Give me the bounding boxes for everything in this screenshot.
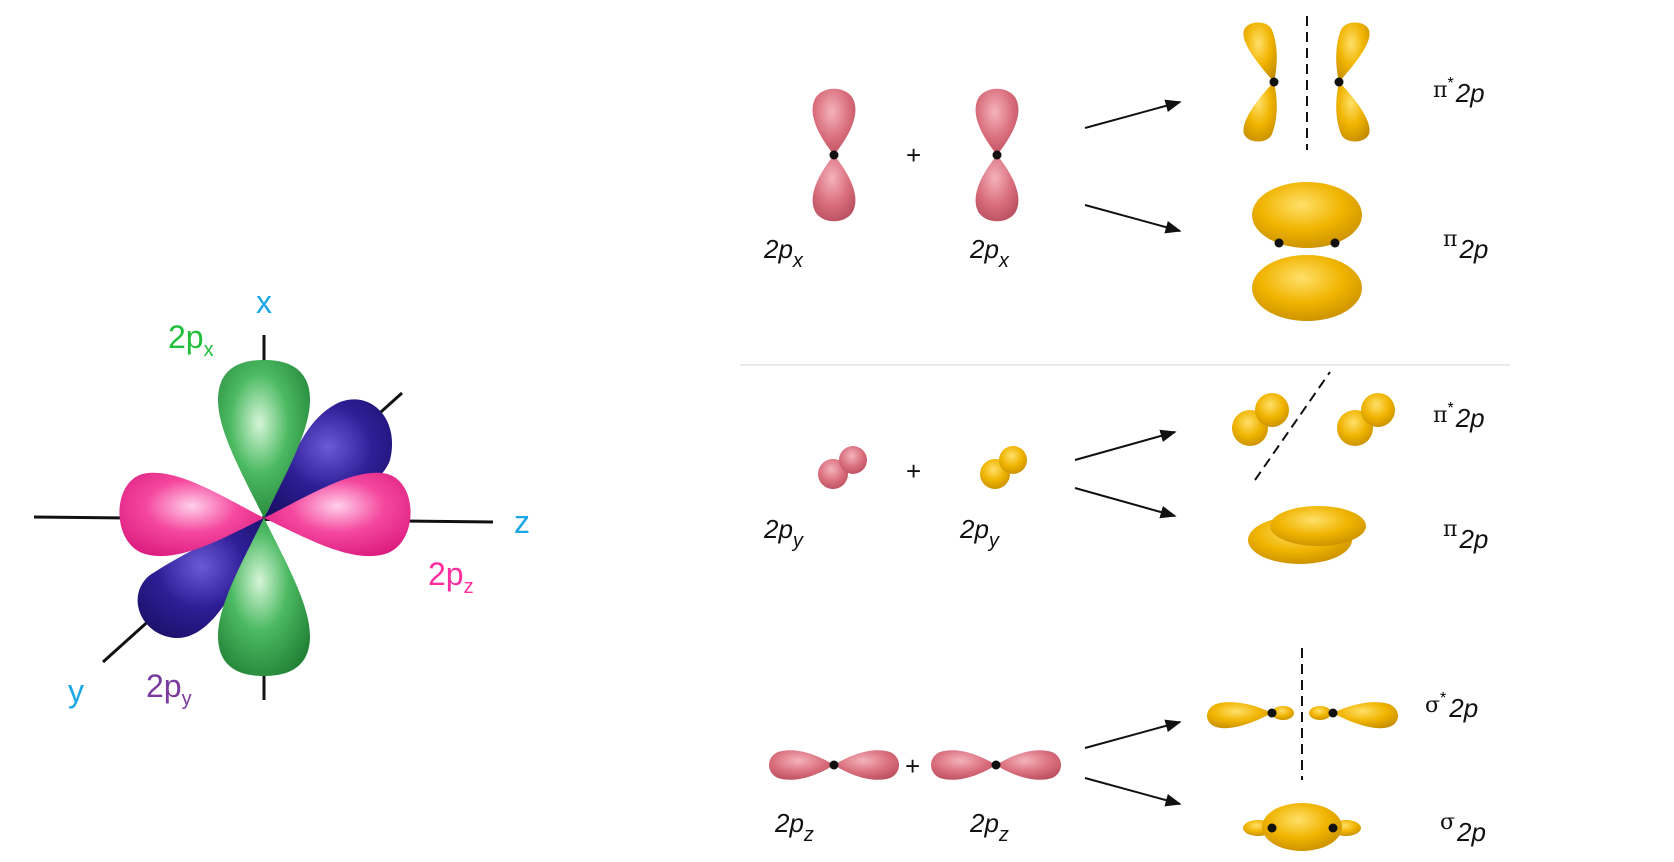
mo-pi-star-2p-x xyxy=(1243,16,1370,150)
row-px: + 2px 2px xyxy=(763,16,1488,321)
atomic-orbital-py-right xyxy=(980,446,1027,489)
nodal-plane-dashed xyxy=(1254,371,1331,481)
pz-label-main: 2p xyxy=(428,556,464,592)
row-pz-right-label: 2pz xyxy=(969,808,1009,846)
mo-pi-2p-x xyxy=(1252,182,1362,321)
atomic-orbital-py-left xyxy=(818,446,867,489)
atomic-orbital-px-left xyxy=(812,88,856,222)
py-lobe-lower xyxy=(137,518,264,639)
plus-sign: + xyxy=(905,751,920,781)
z-axis-label: z xyxy=(514,504,530,540)
pz-label-sub: z xyxy=(464,576,474,598)
sigma-2p-label: σ2p xyxy=(1440,810,1486,847)
row-pz: + 2pz 2pz xyxy=(769,648,1486,851)
row-py-left-label: 2py xyxy=(763,514,804,552)
x-axis-label: x xyxy=(256,284,272,320)
sigma-star-2p-label: σ* 2p xyxy=(1425,690,1478,723)
py-label-sub: y xyxy=(182,688,192,710)
arrow-to-antibonding xyxy=(1084,99,1182,129)
arrow-to-bonding xyxy=(1074,487,1177,519)
atomic-orbital-px-right xyxy=(975,88,1019,222)
pz-lobe-left xyxy=(119,472,264,557)
px-label-sub: x xyxy=(204,339,214,361)
molecular-orbital-combinations: + 2px 2px xyxy=(740,16,1510,851)
row-pz-left-label: 2pz xyxy=(774,808,814,846)
mo-pi-2p-y xyxy=(1248,506,1366,564)
pi-star-2p-label: π*2p xyxy=(1433,75,1485,108)
pz-orbital-label: 2pz xyxy=(428,556,474,598)
arrow-to-bonding xyxy=(1084,777,1182,807)
row-py-right-label: 2py xyxy=(959,514,1000,552)
arrow-to-bonding xyxy=(1084,204,1182,234)
pi-2p-label: π2p xyxy=(1443,227,1488,264)
y-axis-label: y xyxy=(68,673,84,709)
px-label-main: 2p xyxy=(168,319,204,355)
pi-2p-label: π2p xyxy=(1443,517,1488,554)
mo-sigma-2p xyxy=(1243,803,1361,851)
px-lobe-lower xyxy=(218,518,310,676)
py-label-main: 2p xyxy=(146,668,182,704)
py-orbital-label: 2py xyxy=(146,668,192,710)
plus-sign: + xyxy=(906,140,921,170)
px-lobe-upper xyxy=(218,360,310,518)
pi-star-2p-label: π*2p xyxy=(1433,400,1485,433)
plus-sign: + xyxy=(906,456,921,486)
px-orbital-label: 2px xyxy=(168,319,214,361)
row-px-right-label: 2px xyxy=(969,234,1010,272)
arrow-to-antibonding xyxy=(1084,719,1182,749)
atomic-orbital-pz-right xyxy=(931,750,1061,780)
mo-sigma-star-2p xyxy=(1207,648,1398,780)
p-orbitals-3d-figure: x z y 2px 2pz 2py xyxy=(33,284,530,710)
mo-pi-star-2p-y xyxy=(1232,371,1395,481)
arrow-to-antibonding xyxy=(1074,429,1177,461)
row-px-left-label: 2px xyxy=(763,234,804,272)
pz-lobe-right xyxy=(264,472,411,557)
row-py: + 2py 2py π*2p π2p xyxy=(763,371,1488,564)
atomic-orbital-pz-left xyxy=(769,750,899,780)
